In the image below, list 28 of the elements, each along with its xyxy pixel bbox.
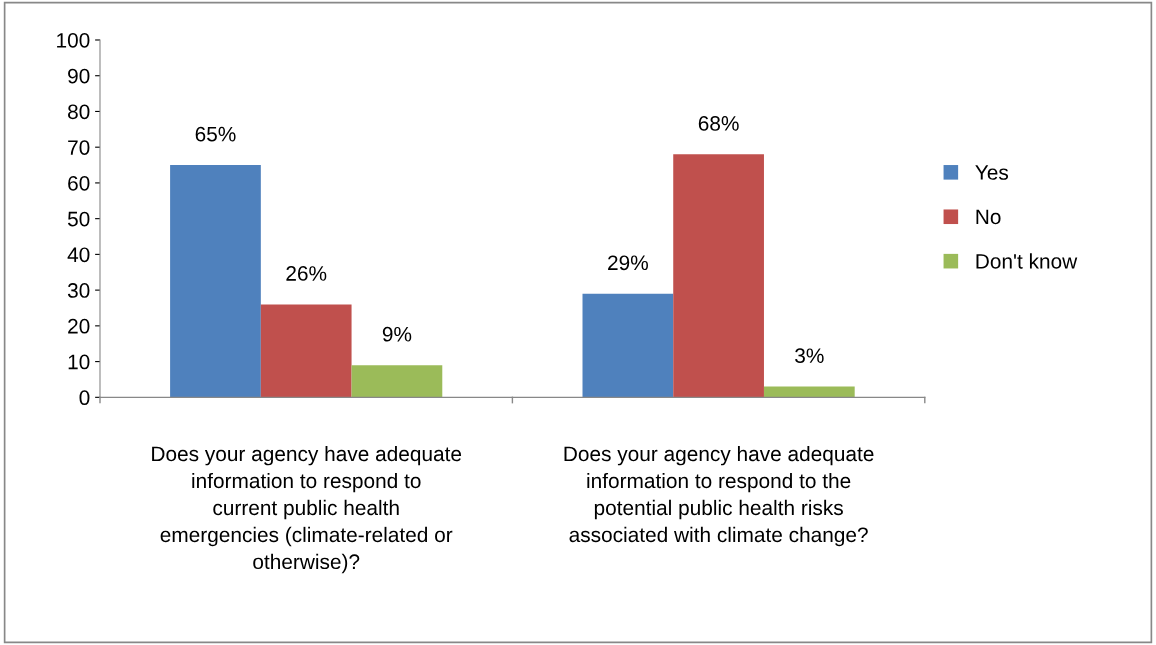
y-tick-label: 40 [67,247,90,263]
y-tick-label: 0 [79,390,90,406]
bar [763,386,855,398]
data-label: 68% [698,116,739,131]
y-tick-label: 60 [68,175,90,191]
data-label: 65% [195,126,236,142]
data-label: 29% [608,255,648,271]
y-tick-label: 70 [68,140,90,155]
y-tick-label: 10 [68,354,90,370]
data-label: 9% [382,326,412,342]
legend-label: Don't know [976,253,1078,269]
bar [170,165,261,398]
bar [673,154,764,398]
y-tick-label: 30 [67,283,90,298]
bar [582,293,674,398]
x-tick-label: Does your agency have adequate information to respond to the potential public health risks associated with climate change? [564,445,874,547]
x-tick-label: Does your agency have adequate information to respond to current public health emergencies (climate-related or otherwise)? [152,445,462,574]
y-tick-label: 80 [68,104,90,120]
bar [260,304,352,398]
y-tick-label: 50 [67,211,90,227]
y-tick-label: 90 [68,68,90,84]
bar [351,365,443,398]
legend-label: No [976,209,1001,225]
data-label: 26% [286,266,327,281]
y-tick-label: 100 [57,32,90,48]
legend-label: Yes [975,165,1009,180]
y-tick-label: 20 [68,318,90,334]
data-label: 3% [795,348,824,364]
